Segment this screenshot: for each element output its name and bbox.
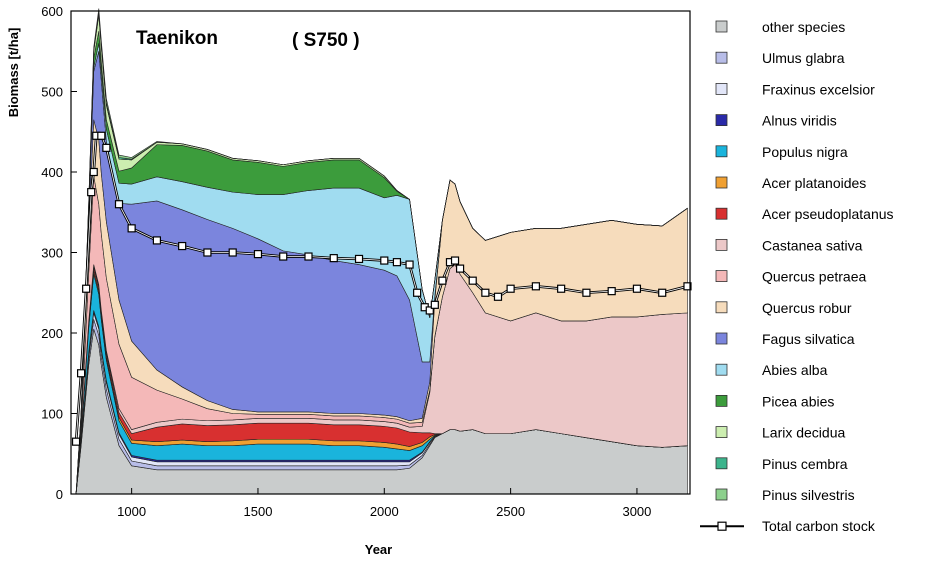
total-carbon-stock-marker	[493, 292, 503, 301]
legend-label: Larix decidua	[762, 425, 845, 441]
total-carbon-stock-marker	[87, 188, 96, 197]
legend-label: Pinus cembra	[762, 456, 848, 472]
legend-swatch	[715, 457, 728, 470]
x-tick-label: 1500	[244, 504, 273, 519]
total-carbon-stock-marker	[329, 254, 338, 263]
total-carbon-stock-marker	[97, 131, 106, 140]
x-axis-title: Year	[365, 542, 392, 557]
total-carbon-stock-marker	[228, 248, 237, 257]
total-carbon-stock-marker	[77, 369, 86, 378]
total-carbon-stock-marker	[203, 248, 212, 257]
legend-label: Ulmus glabra	[762, 50, 845, 66]
legend-swatch	[715, 301, 728, 314]
legend-swatch	[715, 426, 728, 439]
total-carbon-stock-marker	[658, 288, 667, 297]
legend-label: Populus nigra	[762, 144, 848, 160]
y-tick-label: 200	[41, 326, 63, 341]
legend-label: Pinus silvestris	[762, 487, 855, 503]
legend-line-marker	[717, 521, 727, 531]
total-carbon-stock-marker	[127, 224, 136, 233]
scenario-annotation: ( S750 )	[292, 30, 360, 51]
total-carbon-stock-marker	[582, 288, 591, 297]
total-carbon-stock-marker	[425, 306, 434, 315]
total-carbon-stock-marker	[114, 200, 124, 209]
total-carbon-stock-marker	[152, 236, 162, 245]
legend-label: Fagus silvatica	[762, 331, 855, 347]
legend-swatch	[715, 363, 728, 376]
total-carbon-stock-marker	[632, 284, 642, 293]
x-tick-label: 2000	[370, 504, 399, 519]
legend-swatch	[715, 20, 728, 33]
total-carbon-stock-marker	[405, 260, 414, 269]
legend-label: Acer pseudoplatanus	[762, 206, 894, 222]
total-carbon-stock-marker	[481, 288, 490, 297]
legend-swatch	[715, 238, 728, 251]
total-carbon-stock-marker	[71, 437, 81, 446]
y-tick-label: 0	[56, 487, 63, 502]
stacked-areas	[75, 8, 688, 495]
total-carbon-stock-marker	[531, 282, 540, 291]
y-tick-label: 500	[41, 85, 63, 100]
x-tick-label: 1000	[117, 504, 146, 519]
area-pinus-silvestris	[75, 8, 688, 495]
legend-label: Total carbon stock	[762, 518, 876, 534]
site-annotation: Taenikon	[136, 28, 218, 49]
total-carbon-stock-marker	[279, 252, 288, 261]
legend-swatch	[715, 394, 728, 407]
total-carbon-stock-marker	[450, 256, 460, 265]
legend-swatch	[715, 83, 728, 95]
total-carbon-stock-marker	[413, 288, 422, 297]
total-carbon-stock-marker	[607, 287, 616, 296]
y-tick-label: 600	[41, 4, 63, 19]
total-carbon-stock-marker	[102, 143, 111, 152]
total-carbon-stock-marker	[178, 241, 187, 251]
total-carbon-stock-marker	[683, 282, 692, 291]
total-carbon-stock-marker	[253, 250, 263, 259]
y-axis-title: Biomass [t/ha]	[6, 28, 21, 118]
total-carbon-stock-marker	[557, 284, 566, 293]
x-tick-label: 3000	[622, 504, 651, 519]
total-carbon-stock-marker	[380, 256, 389, 265]
total-carbon-stock-marker	[354, 254, 364, 264]
total-carbon-stock-marker	[392, 258, 402, 267]
total-carbon-stock-marker	[506, 284, 515, 293]
legend-swatch	[715, 51, 728, 64]
total-carbon-stock-marker	[468, 276, 477, 285]
legend-swatch	[715, 332, 728, 345]
legend-label: Picea abies	[762, 393, 834, 409]
legend-label: other species	[762, 19, 845, 35]
total-carbon-stock-marker	[438, 276, 447, 285]
legend-label: Castanea sativa	[762, 237, 863, 253]
x-tick-label: 2500	[496, 504, 525, 519]
total-carbon-stock-marker	[455, 264, 465, 273]
total-carbon-stock-marker	[304, 252, 313, 261]
legend-swatch	[715, 114, 728, 126]
total-carbon-stock-marker	[89, 167, 98, 177]
legend-label: Acer platanoides	[762, 175, 866, 191]
legend-swatch	[715, 207, 728, 220]
legend-label: Fraxinus excelsior	[762, 81, 875, 97]
legend-swatch	[715, 488, 728, 501]
total-carbon-stock-marker	[430, 300, 439, 309]
legend-swatch	[715, 270, 728, 283]
y-tick-label: 100	[41, 407, 63, 422]
legend-label: Quercus robur	[762, 300, 852, 316]
legend-swatch	[715, 176, 728, 189]
y-axis: 0 100 200 300 400 500 600	[41, 4, 77, 502]
legend-swatch	[715, 145, 728, 158]
legend: other species Ulmus glabra Fraxinus excels…	[700, 19, 894, 534]
y-tick-label: 300	[41, 246, 63, 261]
y-tick-label: 400	[41, 165, 63, 180]
legend-label: Alnus viridis	[762, 113, 837, 129]
x-axis: 1000 1500 2000 2500 3000	[117, 488, 651, 519]
total-carbon-stock-line	[71, 131, 692, 446]
total-carbon-stock-marker	[82, 284, 91, 293]
legend-label: Quercus petraea	[762, 269, 866, 285]
legend-label: Abies alba	[762, 362, 828, 378]
